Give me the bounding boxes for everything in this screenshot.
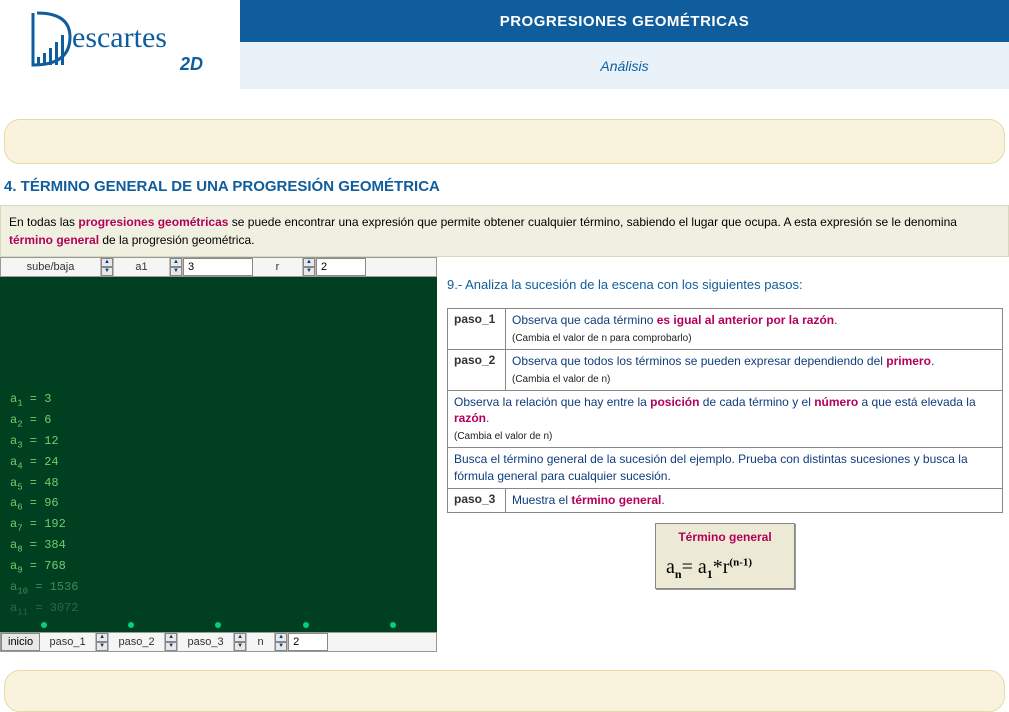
decorative-band-top xyxy=(4,119,1005,164)
step-tag: paso_1 xyxy=(448,309,506,350)
sube-baja-spinner[interactable]: ▲▼ xyxy=(101,258,114,276)
paso2-spinner[interactable]: ▲▼ xyxy=(165,633,178,651)
general-term-formula: an= a1*r(n-1) xyxy=(666,556,784,582)
a1-label: a1 xyxy=(114,258,170,276)
paso3-spinner[interactable]: ▲▼ xyxy=(234,633,247,651)
r-spinner[interactable]: ▲▼ xyxy=(303,258,316,276)
term-line: a7 = 192 xyxy=(10,515,427,536)
decorative-band-bottom xyxy=(4,670,1005,712)
step-body: Observa la relación que hay entre la pos… xyxy=(448,390,1003,448)
term-line: a6 = 96 xyxy=(10,494,427,515)
term-line: a4 = 24 xyxy=(10,453,427,474)
step-body: Busca el término general de la sucesión … xyxy=(448,448,1003,489)
paso1-spinner[interactable]: ▲▼ xyxy=(96,633,109,651)
scene-top-controls: sube/baja ▲▼ a1 ▲▼ r ▲▼ xyxy=(0,257,437,277)
intro-paragraph: En todas las progresiones geométricas se… xyxy=(0,205,1009,257)
general-term-box: Término general an= a1*r(n-1) xyxy=(655,523,795,589)
paso2-label: paso_2 xyxy=(109,633,165,651)
interactive-scene: sube/baja ▲▼ a1 ▲▼ r ▲▼ a1 = 3a2 = 6a3 =… xyxy=(0,257,437,652)
a1-input[interactable] xyxy=(183,258,253,276)
step-tag: paso_3 xyxy=(448,488,506,512)
term-line: a9 = 768 xyxy=(10,557,427,578)
svg-text:2D: 2D xyxy=(179,54,203,74)
paso3-label: paso_3 xyxy=(178,633,234,651)
sube-baja-label: sube/baja xyxy=(1,258,101,276)
steps-table: paso_1Observa que cada término es igual … xyxy=(447,308,1003,513)
logo: escartes 2D xyxy=(0,0,240,89)
term-line: a2 = 6 xyxy=(10,411,427,432)
section-heading: 4. TÉRMINO GENERAL DE UNA PROGRESIÓN GEO… xyxy=(4,178,1005,195)
step-body: Observa que cada término es igual al ant… xyxy=(506,309,1003,350)
r-label: r xyxy=(253,258,303,276)
inicio-button[interactable]: inicio xyxy=(1,633,40,651)
n-input[interactable] xyxy=(288,633,328,651)
n-spinner[interactable]: ▲▼ xyxy=(275,633,288,651)
r-input[interactable] xyxy=(316,258,366,276)
term-line: a11 = 3072 xyxy=(10,599,427,620)
term-line: a5 = 48 xyxy=(10,474,427,495)
paso1-label: paso_1 xyxy=(40,633,96,651)
term-line: a10 = 1536 xyxy=(10,578,427,599)
scene-bottom-controls: inicio paso_1 ▲▼ paso_2 ▲▼ paso_3 ▲▼ n ▲… xyxy=(0,632,437,652)
step-body: Observa que todos los términos se pueden… xyxy=(506,349,1003,390)
steps-intro: 9.- Analiza la sucesión de la escena con… xyxy=(447,277,1003,292)
general-term-title: Término general xyxy=(666,530,784,544)
svg-text:escartes: escartes xyxy=(72,21,167,54)
step-body: Muestra el término general. xyxy=(506,488,1003,512)
n-label: n xyxy=(247,633,275,651)
page-subtitle: Análisis xyxy=(240,42,1009,89)
scene-canvas: a1 = 3a2 = 6a3 = 12a4 = 24a5 = 48a6 = 96… xyxy=(0,277,437,632)
term-line: a3 = 12 xyxy=(10,432,427,453)
term-line: a1 = 3 xyxy=(10,390,427,411)
term-line: a8 = 384 xyxy=(10,536,427,557)
a1-spinner[interactable]: ▲▼ xyxy=(170,258,183,276)
page-title: PROGRESIONES GEOMÉTRICAS xyxy=(240,0,1009,42)
step-tag: paso_2 xyxy=(448,349,506,390)
